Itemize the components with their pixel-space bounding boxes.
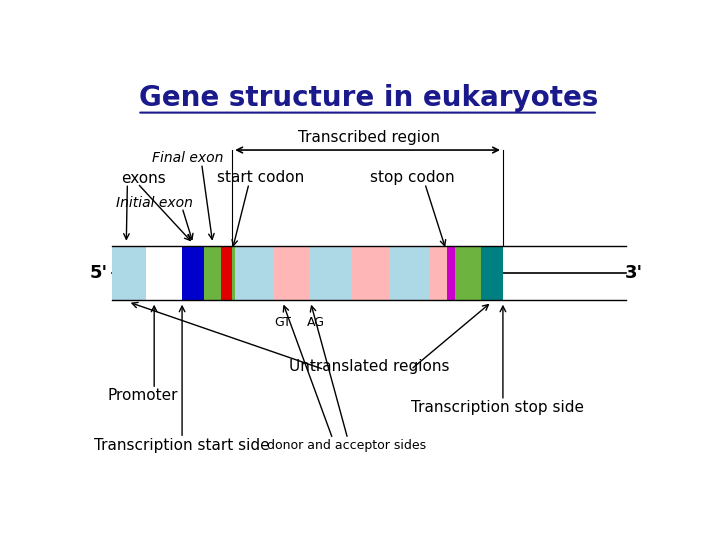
Bar bbox=[235, 246, 274, 300]
Text: Promoter: Promoter bbox=[108, 388, 179, 403]
Bar bbox=[456, 246, 481, 300]
Bar bbox=[481, 246, 503, 300]
Text: GT: GT bbox=[274, 316, 291, 329]
Bar bbox=[112, 246, 145, 300]
Bar bbox=[204, 246, 221, 300]
Bar bbox=[447, 246, 456, 300]
Text: Untranslated regions: Untranslated regions bbox=[289, 359, 449, 374]
Bar bbox=[233, 246, 235, 300]
Text: Transcription stop side: Transcription stop side bbox=[411, 400, 584, 415]
Bar bbox=[274, 246, 310, 300]
Text: Transcription start side: Transcription start side bbox=[94, 438, 270, 453]
Bar bbox=[389, 246, 431, 300]
Text: Gene structure in eukaryotes: Gene structure in eukaryotes bbox=[139, 84, 599, 112]
Bar bbox=[431, 246, 447, 300]
Text: 5': 5' bbox=[89, 264, 107, 282]
Text: donor and acceptor sides: donor and acceptor sides bbox=[267, 439, 426, 452]
Text: stop codon: stop codon bbox=[370, 171, 455, 185]
Bar bbox=[145, 246, 182, 300]
Text: Initial exon: Initial exon bbox=[116, 196, 193, 210]
Text: AG: AG bbox=[307, 316, 325, 329]
Text: 3': 3' bbox=[625, 264, 643, 282]
Bar bbox=[310, 246, 352, 300]
Text: Final exon: Final exon bbox=[152, 151, 223, 165]
Bar bbox=[352, 246, 389, 300]
Text: Transcribed region: Transcribed region bbox=[298, 130, 440, 145]
Bar bbox=[182, 246, 204, 300]
Text: exons: exons bbox=[121, 171, 166, 186]
Text: start codon: start codon bbox=[217, 171, 304, 185]
Bar bbox=[221, 246, 233, 300]
